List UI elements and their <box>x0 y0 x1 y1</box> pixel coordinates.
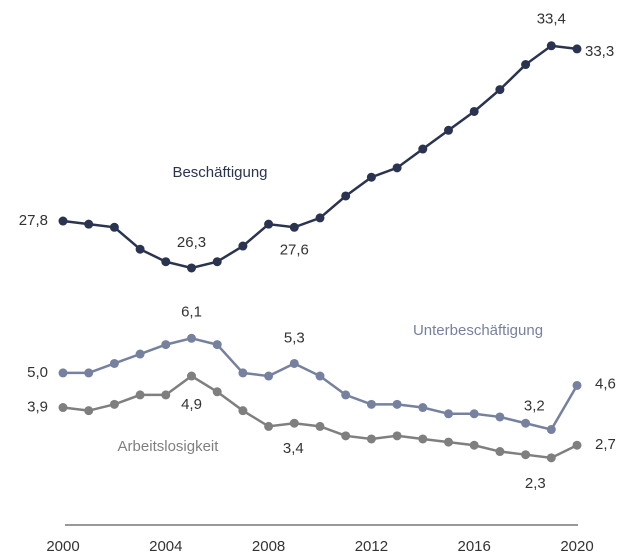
data-point <box>341 390 351 400</box>
data-point <box>444 125 453 135</box>
data-label: 3,2 <box>524 397 545 414</box>
series-line <box>62 44 578 270</box>
data-label: 27,8 <box>19 212 48 229</box>
data-point <box>444 409 453 419</box>
data-point <box>418 144 428 154</box>
data-point <box>546 41 556 51</box>
data-point <box>135 390 145 400</box>
data-label: 4,9 <box>181 396 202 413</box>
data-point <box>109 358 119 368</box>
data-label: 5,3 <box>284 329 305 346</box>
series-name: Unterbeschäftigung <box>413 322 543 339</box>
data-label: 4,6 <box>595 375 616 392</box>
data-label: 3,9 <box>27 398 48 415</box>
data-point <box>187 333 196 343</box>
x-tick-label: 2004 <box>149 538 182 555</box>
data-point <box>289 358 299 368</box>
data-point <box>469 106 479 116</box>
data-point <box>84 406 94 416</box>
data-label: 33,4 <box>537 11 566 28</box>
data-point <box>546 425 556 435</box>
data-label: 27,6 <box>280 241 309 258</box>
data-point <box>84 219 94 229</box>
data-label: 2,7 <box>595 436 616 453</box>
data-point <box>546 453 556 463</box>
data-point <box>521 418 531 428</box>
data-point <box>366 172 376 182</box>
data-point <box>187 263 196 273</box>
data-point <box>572 440 582 450</box>
data-point <box>444 437 453 447</box>
data-point <box>495 412 505 422</box>
data-point <box>572 380 582 390</box>
data-point <box>521 450 531 460</box>
data-label: 2,3 <box>525 475 546 492</box>
data-point <box>392 399 402 409</box>
data-point <box>135 244 145 254</box>
data-label: 3,4 <box>283 440 304 457</box>
data-point <box>109 222 119 232</box>
data-point <box>315 213 325 223</box>
data-point <box>392 163 402 173</box>
data-label: 33,3 <box>585 43 614 60</box>
series-name: Arbeitslosigkeit <box>118 438 220 455</box>
data-point <box>392 431 402 441</box>
data-point <box>289 418 299 428</box>
data-point <box>341 431 351 441</box>
data-point <box>264 371 274 381</box>
data-point <box>212 340 222 350</box>
data-point <box>495 447 505 457</box>
series-name: Beschäftigung <box>172 164 267 181</box>
data-point <box>289 222 299 232</box>
data-point <box>238 241 248 251</box>
x-tick-label: 2008 <box>252 538 285 555</box>
data-point <box>264 219 274 229</box>
data-point <box>58 403 68 413</box>
data-point <box>238 406 248 416</box>
data-label: 5,0 <box>27 364 48 381</box>
data-point <box>109 399 119 409</box>
data-point <box>366 399 376 409</box>
data-point <box>135 349 145 359</box>
data-point <box>264 421 274 431</box>
data-point <box>341 191 351 201</box>
x-tick-label: 2012 <box>355 538 388 555</box>
data-point <box>161 257 171 267</box>
data-label: 6,1 <box>181 303 202 320</box>
data-point <box>212 387 222 397</box>
x-tick-label: 2000 <box>46 538 79 555</box>
data-point <box>521 60 531 70</box>
data-point <box>366 434 376 444</box>
data-point <box>84 368 94 378</box>
data-point <box>212 257 222 267</box>
data-point <box>161 340 171 350</box>
data-point <box>469 440 479 450</box>
data-point <box>187 371 196 381</box>
x-tick-label: 2016 <box>458 538 491 555</box>
data-point <box>58 368 68 378</box>
data-point <box>161 390 171 400</box>
x-tick-label: 2020 <box>560 538 593 555</box>
data-point <box>469 409 479 419</box>
data-point <box>572 44 582 54</box>
data-point <box>58 216 68 226</box>
data-point <box>315 421 325 431</box>
data-label: 26,3 <box>177 234 206 251</box>
data-point <box>418 403 428 413</box>
data-point <box>495 85 505 95</box>
data-point <box>418 434 428 444</box>
data-point <box>238 368 248 378</box>
data-point <box>315 371 325 381</box>
